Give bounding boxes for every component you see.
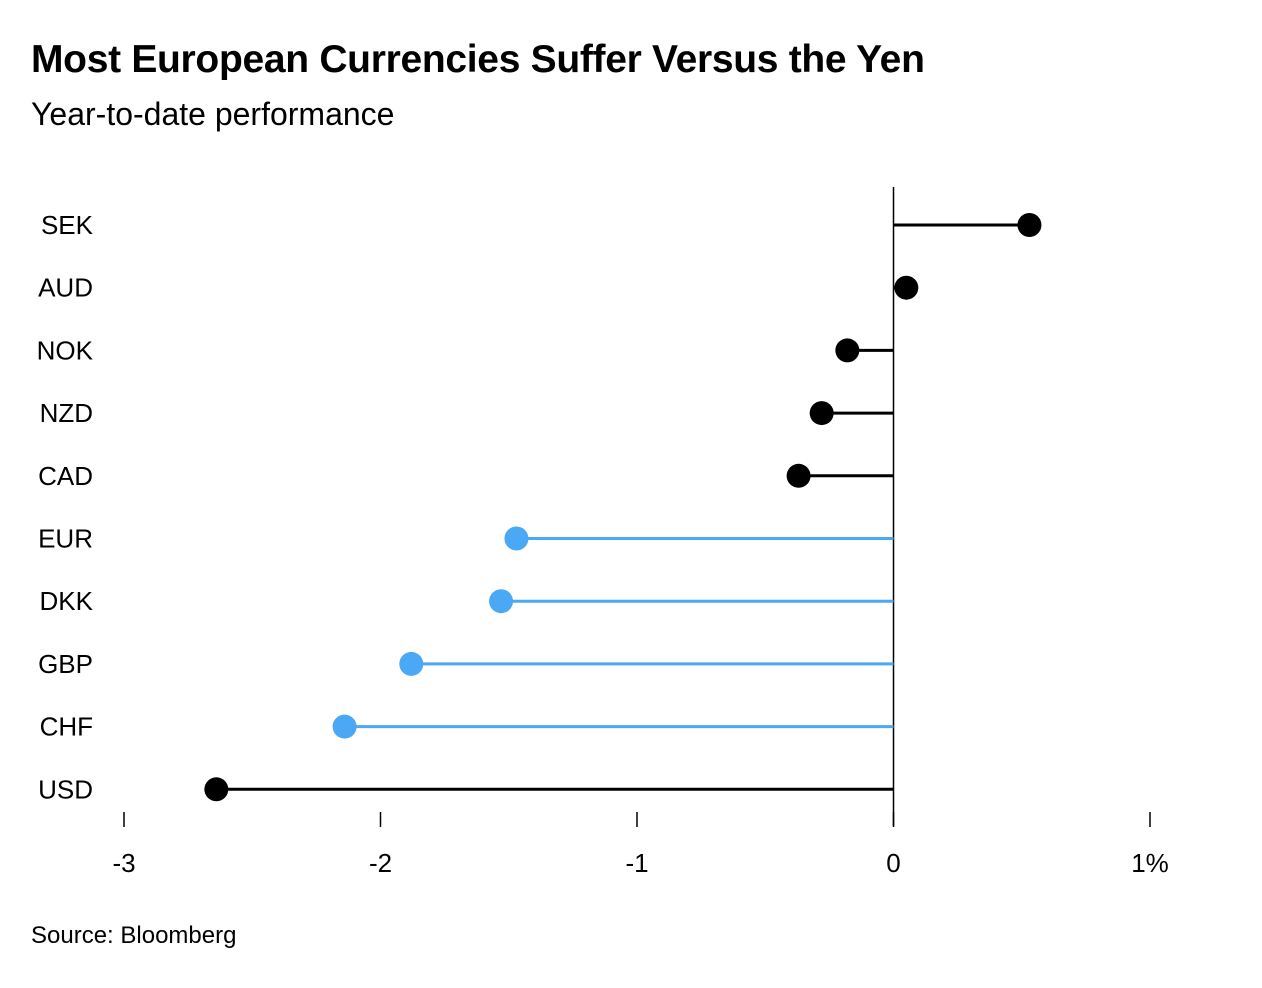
category-label-dkk: DKK	[40, 586, 94, 616]
category-label-cad: CAD	[38, 461, 93, 491]
point-aud	[894, 275, 919, 300]
point-gbp	[399, 651, 424, 676]
stems-layer	[216, 223, 1030, 791]
point-sek	[1017, 213, 1042, 237]
category-label-aud: AUD	[38, 273, 93, 303]
point-cad	[786, 463, 811, 488]
category-label-nok: NOK	[37, 335, 94, 365]
category-label-gbp: GBP	[38, 649, 93, 679]
dots-layer	[204, 213, 1042, 802]
category-label-sek: SEK	[41, 210, 94, 240]
point-dkk	[489, 589, 514, 614]
category-label-nzd: NZD	[40, 398, 93, 428]
source-note: Source: Bloomberg	[31, 922, 237, 949]
point-nok	[835, 338, 860, 363]
category-labels-layer: SEK AUD NOK NZD CAD EUR DKK GBP CHF USD	[37, 210, 94, 804]
x-tick-label-3: 0	[886, 848, 900, 878]
point-nzd	[809, 401, 834, 426]
category-label-usd: USD	[38, 774, 93, 804]
chart-title: Most European Currencies Suffer Versus t…	[31, 38, 925, 81]
chart-subtitle: Year-to-date performance	[31, 96, 395, 132]
x-tick-label-4: 1%	[1131, 848, 1169, 878]
point-eur	[504, 526, 529, 551]
category-label-chf: CHF	[40, 712, 93, 742]
point-usd	[204, 777, 229, 802]
x-tick-label-0: -3	[112, 848, 135, 878]
x-tick-label-1: -2	[369, 848, 392, 878]
x-axis-layer: -3 -2 -1 0 1%	[112, 812, 1169, 878]
x-tick-label-2: -1	[625, 848, 648, 878]
point-chf	[332, 714, 357, 739]
category-label-eur: EUR	[38, 524, 93, 554]
